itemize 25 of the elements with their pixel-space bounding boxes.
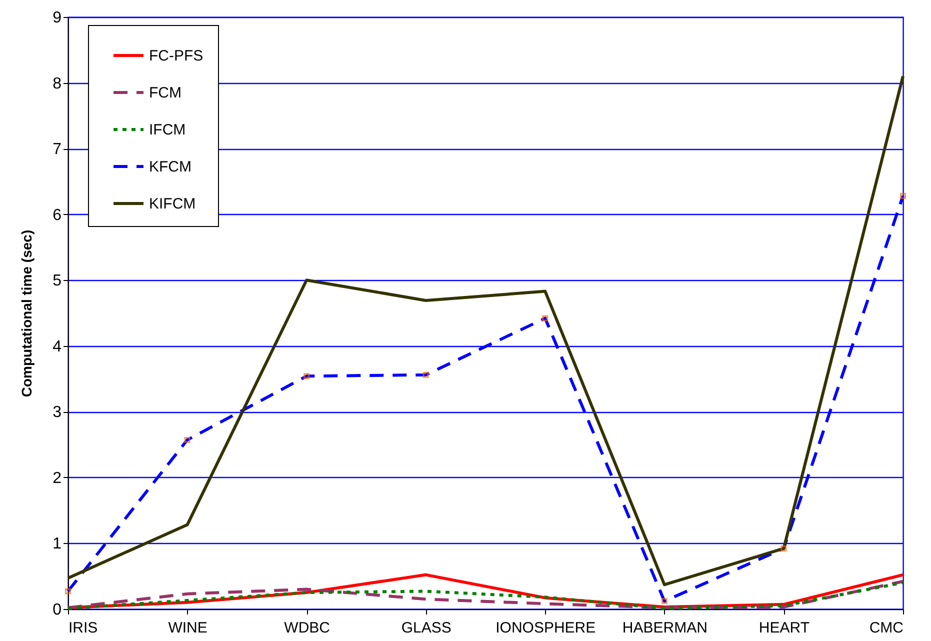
y-axis-title: Computational time (sec) — [18, 230, 35, 398]
y-tick-label: 3 — [52, 404, 62, 422]
legend-label: FCM — [149, 84, 182, 102]
y-tick-label: 0 — [52, 602, 62, 618]
y-tick-label: 8 — [52, 75, 62, 92]
x-tick-label: WINE — [168, 620, 208, 636]
x-tick-label: CMC — [869, 620, 904, 636]
x-tick-label: IRIS — [68, 620, 98, 636]
y-tick-label: 4 — [52, 338, 62, 356]
y-tick-label: 6 — [52, 206, 62, 224]
y-tick-label: 7 — [52, 141, 62, 158]
legend-label: FC-PFS — [149, 48, 204, 64]
y-tick-label: 5 — [52, 272, 62, 290]
line-series — [66, 74, 904, 586]
x-tick-label: WDBC — [284, 620, 330, 636]
x-tick-label: GLASS — [401, 620, 452, 636]
y-tick-label: 9 — [52, 10, 62, 26]
legend-label: IFCM — [149, 122, 186, 138]
x-tick-label: IONOSPHERE — [496, 620, 596, 636]
y-tick-label: 1 — [52, 536, 62, 553]
x-tick-label: HABERMAN — [622, 620, 708, 636]
legend-label: KIFCM — [149, 196, 196, 212]
legend-label: KFCM — [149, 158, 192, 176]
x-tick-label: HEART — [758, 620, 810, 636]
y-tick-label: 2 — [52, 470, 62, 487]
